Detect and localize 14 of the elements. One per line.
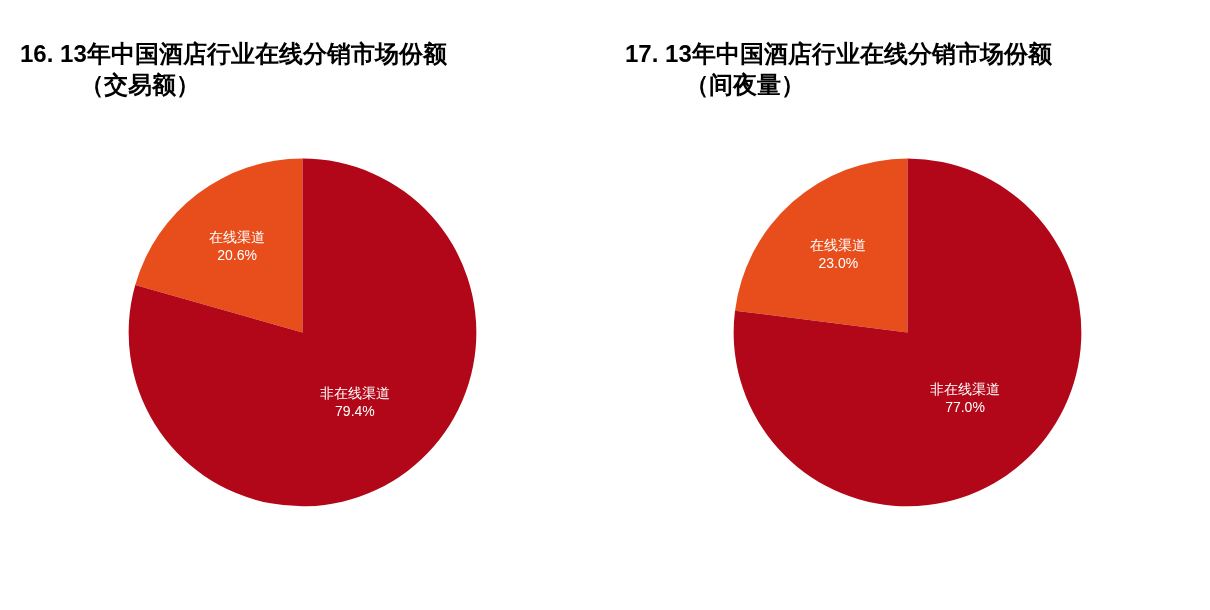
slice-label: 非在线渠道 <box>319 384 390 401</box>
data-label: 23.0% <box>818 255 859 272</box>
data-label: 77.0% <box>945 398 985 415</box>
pie-slice <box>135 158 303 333</box>
slice-label: 非在线渠道 <box>929 380 1000 397</box>
slice-label: 在线渠道 <box>209 228 266 245</box>
chart-title: 16. 13年中国酒店行业在线分销市场份额（交易额） <box>20 40 448 99</box>
pie-slice <box>733 158 1082 507</box>
pie-slice <box>735 158 908 333</box>
pie-slice <box>128 158 477 507</box>
data-label: 79.4% <box>335 402 375 419</box>
chart-title: 17. 13年中国酒店行业在线分销市场份额（间夜量） <box>625 40 1053 99</box>
data-label: 20.6% <box>217 247 257 264</box>
slice-label: 在线渠道 <box>810 236 867 253</box>
